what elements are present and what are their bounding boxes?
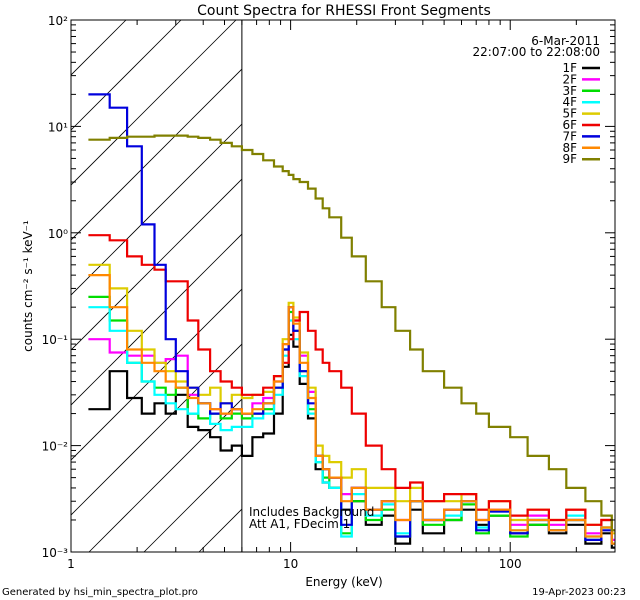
y-tick-label: 10⁻¹ (42, 333, 69, 347)
footer-timestamp: 19-Apr-2023 00:23 (532, 587, 626, 598)
hatch-line (71, 233, 242, 406)
legend-label-5f: 5F (562, 107, 577, 121)
y-tick-label: 10¹ (48, 120, 68, 134)
date-label: 6-Mar-2011 (531, 34, 600, 48)
y-tick-label: 10⁻² (42, 440, 69, 454)
shaded-region (71, 20, 242, 552)
legend-label-7f: 7F (562, 129, 577, 143)
y-tick-label: 10⁰ (48, 227, 68, 241)
series-line-9f (88, 134, 615, 532)
x-tick-label: 100 (499, 557, 522, 571)
annotation-background: Includes Background (249, 505, 374, 519)
annotation-attenuator: Att A1, FDecim 1 (249, 517, 350, 531)
y-axis-label: counts cm⁻² s⁻¹ keV⁻¹ (21, 220, 35, 352)
hatch-line (71, 68, 242, 241)
series-line-6f (88, 234, 615, 532)
x-tick-label: 1 (67, 557, 75, 571)
y-tick-label: 10² (48, 14, 68, 28)
legend-label-8f: 8F (562, 141, 577, 155)
hatch-line (71, 20, 182, 131)
chart-title: Count Spectra for RHESSI Front Segments (197, 3, 491, 19)
series-line-8f (88, 274, 615, 545)
hatch-line (71, 20, 72, 21)
legend-label-2f: 2F (562, 72, 577, 86)
y-tick-label: 10⁻³ (42, 546, 69, 560)
hatch-line (88, 398, 242, 552)
legend-label-6f: 6F (562, 118, 577, 132)
hatch-line (71, 20, 127, 76)
hatch-line (143, 453, 242, 552)
x-axis-label: Energy (keV) (305, 575, 382, 589)
legend-label-3f: 3F (562, 84, 577, 98)
legend-label-4f: 4F (562, 95, 577, 109)
x-tick-label: 10 (283, 557, 298, 571)
hatch-line (71, 123, 242, 296)
hatch-line (71, 20, 237, 186)
legend-label-1f: 1F (562, 61, 577, 75)
plot-frame (70, 19, 616, 553)
hatch-line (71, 288, 242, 461)
footer-generated-by: Generated by hsi_min_spectra_plot.pro (2, 587, 198, 598)
hatch-line (71, 178, 242, 351)
legend-label-9f: 9F (562, 152, 577, 166)
time-range-label: 22:07:00 to 22:08:00 (473, 45, 600, 59)
hatch-line (71, 343, 242, 516)
